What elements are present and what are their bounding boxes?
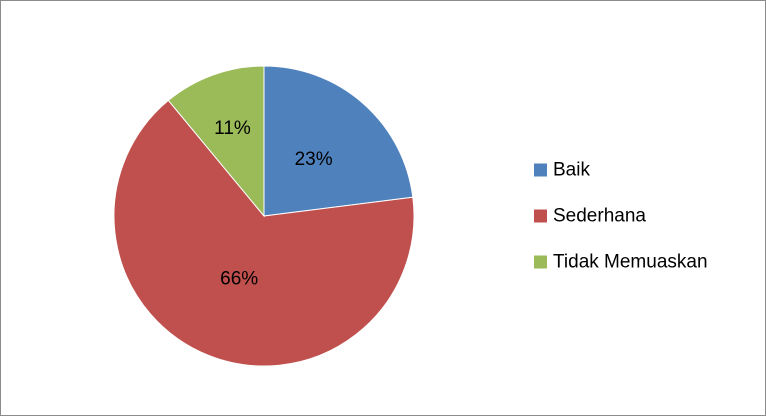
- data-label-sederhana: 66%: [220, 268, 258, 289]
- pie-slice-labels: 23% 66% 11%: [214, 118, 333, 289]
- legend-swatch-sederhana: [534, 209, 547, 223]
- legend-label-sederhana: Sederhana: [553, 206, 646, 227]
- legend-label-tidak-memuaskan: Tidak Memuaskan: [553, 252, 708, 273]
- legend-swatch-tidak-memuaskan: [534, 255, 547, 269]
- data-label-baik: 23%: [295, 149, 333, 170]
- pie-slice-baik: [263, 65, 414, 217]
- data-label-tidak-memuaskan: 11%: [214, 118, 251, 139]
- legend-swatch-baik: [534, 163, 547, 177]
- pie-slices: [113, 65, 415, 367]
- legend: Baik Sederhana Tidak Memuaskan: [534, 160, 708, 273]
- pie-slice-tidak-memuaskan: [167, 65, 265, 218]
- pie-slice-sederhana: [113, 99, 415, 367]
- legend-label-baik: Baik: [553, 160, 590, 181]
